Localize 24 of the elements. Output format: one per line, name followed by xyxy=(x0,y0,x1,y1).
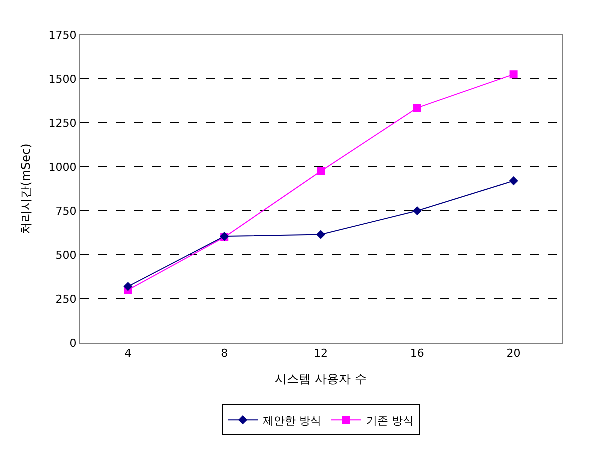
x-tick-label: 4 xyxy=(124,347,132,360)
y-tick-label: 1000 xyxy=(48,160,77,174)
y-tick-label: 1750 xyxy=(48,28,77,42)
point xyxy=(413,104,422,112)
x-tick-label: 16 xyxy=(410,347,424,360)
x-axis-title: 시스템 사용자 수 xyxy=(275,372,367,386)
y-tick-label: 250 xyxy=(56,292,77,306)
point xyxy=(316,230,326,240)
x-tick-label: 8 xyxy=(221,347,228,360)
legend-label: 제안한 방식 xyxy=(263,414,322,428)
point xyxy=(317,167,325,176)
point xyxy=(412,206,422,216)
y-tick-label: 0 xyxy=(70,336,77,350)
point xyxy=(509,176,518,186)
x-tick-label: 12 xyxy=(314,347,328,360)
point xyxy=(510,70,518,79)
legend-label: 기존 방식 xyxy=(366,414,414,428)
y-tick-label: 750 xyxy=(56,204,77,218)
y-tick-label: 1500 xyxy=(48,72,77,86)
y-tick-label: 1250 xyxy=(48,116,77,130)
x-tick-label: 20 xyxy=(506,347,521,360)
point xyxy=(124,282,133,292)
y-axis-title: 처리시간(mSec) xyxy=(19,144,34,234)
y-tick-label: 500 xyxy=(56,248,77,262)
